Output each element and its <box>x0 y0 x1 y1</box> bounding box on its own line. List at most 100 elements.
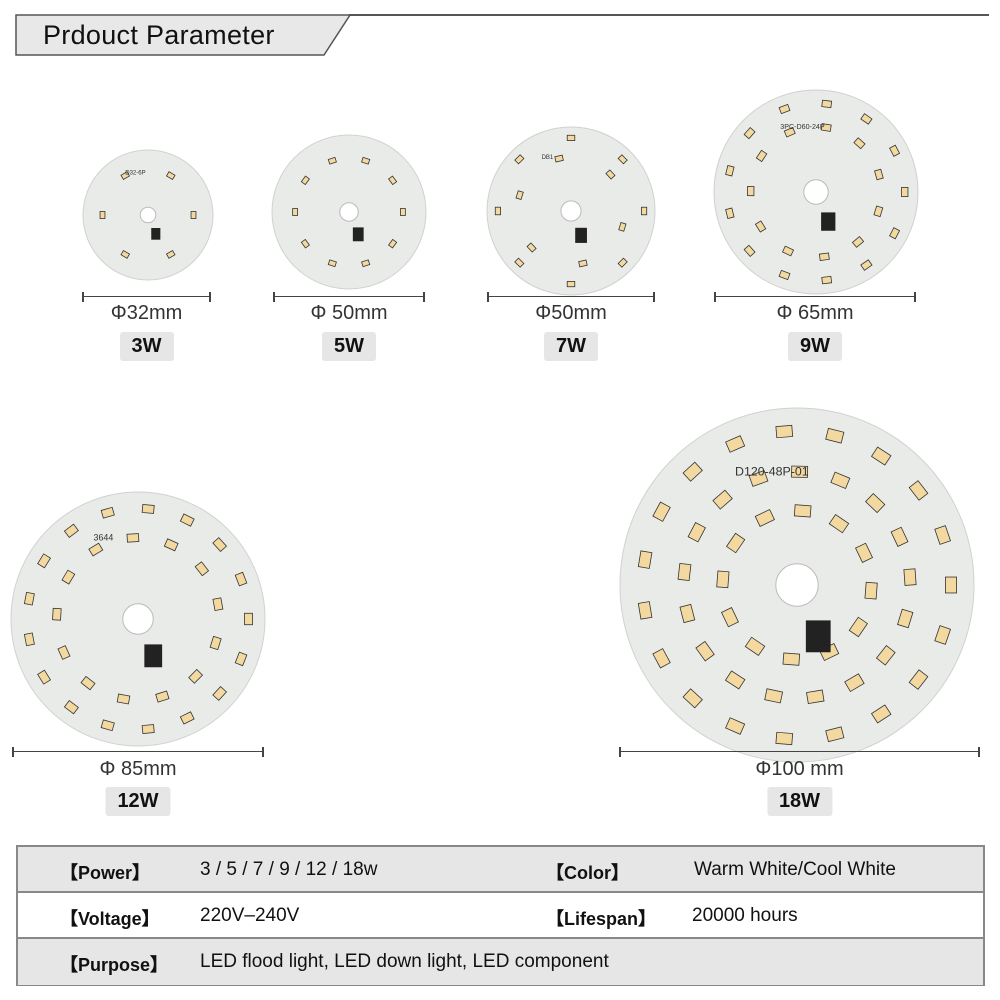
led-chip <box>743 244 756 257</box>
led-chip <box>677 562 692 581</box>
diameter-label: Φ100 mm <box>755 758 844 780</box>
center-hole <box>560 200 582 222</box>
led-chip <box>806 689 825 705</box>
led-chip <box>23 632 35 647</box>
led-chip <box>617 257 628 268</box>
led-chip <box>165 249 176 259</box>
voltage-label: 【Voltage】 <box>60 909 160 929</box>
voltage-value: 220V–240V <box>200 905 300 926</box>
led-chip <box>934 625 952 645</box>
led-chip <box>775 424 794 439</box>
led-chip <box>188 668 204 684</box>
led-chip <box>890 526 909 547</box>
led-board-7w: DB1 <box>486 126 656 296</box>
led-chip <box>747 186 755 197</box>
led-chip <box>63 699 79 715</box>
led-chip <box>327 156 337 165</box>
led-board-12w: 3644 <box>10 491 266 747</box>
led-chip <box>61 569 76 585</box>
led-chip <box>793 504 812 518</box>
led-chip <box>821 99 833 109</box>
led-chip <box>88 542 104 557</box>
page-title: Prdouct Parameter <box>43 20 275 50</box>
header-rule <box>349 14 989 16</box>
led-chip <box>903 568 917 586</box>
led-chip <box>120 249 131 259</box>
wattage-badge: 12W <box>105 787 171 816</box>
led-chip <box>163 538 179 552</box>
spec-row: 【Purpose】 LED flood light, LED down ligh… <box>18 939 983 985</box>
led-chip <box>637 550 653 569</box>
led-chip <box>526 242 537 253</box>
led-chip <box>695 640 715 662</box>
wattage-badge: 7W <box>544 332 598 361</box>
led-chip <box>244 612 253 626</box>
led-chip <box>37 553 52 569</box>
led-chip <box>860 259 873 271</box>
led-chip <box>687 522 706 543</box>
lifespan-value: 20000 hours <box>692 905 798 926</box>
led-chip <box>889 227 901 240</box>
led-chip <box>300 175 310 186</box>
section-header: Prdouct Parameter <box>15 14 351 56</box>
led-chip <box>361 259 371 268</box>
led-chip <box>712 489 733 510</box>
header-tab-shape <box>15 14 351 56</box>
led-chip <box>889 144 901 157</box>
led-chip <box>764 688 784 704</box>
wattage-badge: 9W <box>788 332 842 361</box>
led-chip <box>818 252 830 261</box>
led-chip <box>724 670 746 690</box>
wattage-badge: 3W <box>119 332 174 361</box>
led-board-3w: D32-6P <box>82 149 214 281</box>
dimension-line <box>487 292 655 302</box>
center-hole <box>139 206 157 224</box>
led-chip <box>874 168 884 181</box>
led-chip <box>618 221 627 232</box>
led-chip <box>194 561 210 577</box>
center-hole <box>775 563 819 607</box>
led-board-9w: 3PC-D60-24P <box>713 89 919 295</box>
led-chip <box>778 269 791 281</box>
led-chip <box>754 220 767 233</box>
led-chip <box>165 171 176 181</box>
led-chip <box>637 601 653 620</box>
dimension-line <box>82 292 211 302</box>
led-chip <box>682 461 703 482</box>
led-chip <box>873 205 884 218</box>
led-chip <box>388 238 398 249</box>
led-chip <box>725 532 746 554</box>
led-chip <box>825 427 845 444</box>
color-value: Warm White/Cool White <box>694 859 896 880</box>
led-chip <box>327 259 337 268</box>
led-chip <box>515 190 524 201</box>
silkscreen-label: D120-48P-01 <box>735 464 809 478</box>
led-chip <box>754 508 775 527</box>
led-chip <box>234 651 248 667</box>
led-chip <box>652 648 671 669</box>
silkscreen-label: DB1 <box>542 155 554 161</box>
dimension-line <box>619 747 980 757</box>
led-chip <box>870 446 892 466</box>
led-chip <box>292 208 298 216</box>
led-chip <box>554 154 564 163</box>
led-board-18w: D120-48P-01 <box>619 407 975 763</box>
led-chip <box>361 156 371 165</box>
led-chip <box>566 134 576 141</box>
led-chip <box>155 690 170 703</box>
led-chip <box>820 123 832 132</box>
led-chip <box>864 581 878 600</box>
led-chip <box>744 636 766 657</box>
diameter-label: Φ50mm <box>535 302 607 324</box>
dimension-line <box>273 292 425 302</box>
led-chip <box>682 688 703 709</box>
power-label: 【Power】 <box>60 863 151 883</box>
led-chip <box>828 513 850 534</box>
wattage-badge: 18W <box>766 787 833 816</box>
led-chip <box>934 525 952 545</box>
led-chip <box>775 731 794 746</box>
led-chip <box>52 607 62 621</box>
led-chip <box>209 635 222 651</box>
led-chip <box>781 245 795 257</box>
lifespan-label: 【Lifespan】 <box>546 909 657 929</box>
